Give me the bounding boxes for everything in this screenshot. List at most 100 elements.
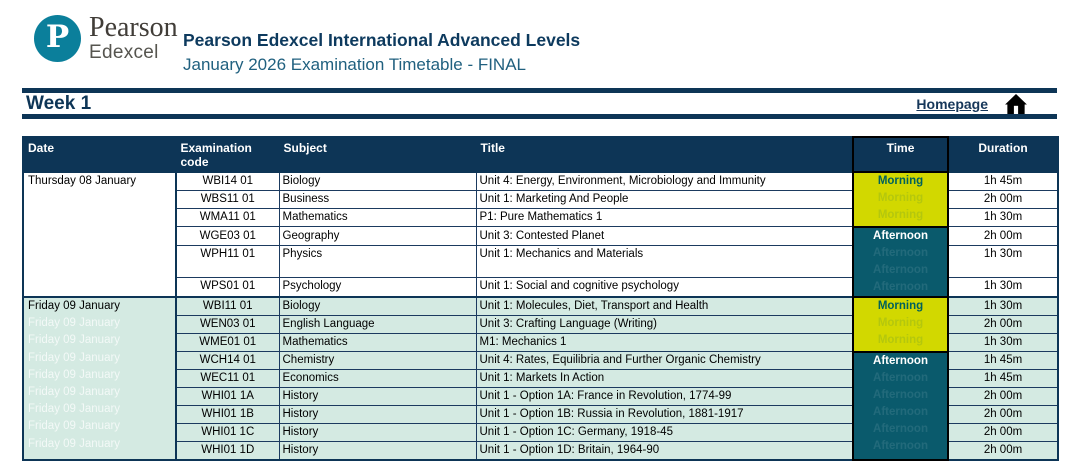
- subject-cell: Physics: [278, 245, 477, 278]
- subject-cell: Chemistry: [278, 351, 477, 371]
- code-cell: WCH14 01: [175, 351, 280, 371]
- date-cell: Friday 09 January Friday 09 January Frid…: [22, 296, 177, 461]
- title-cell: P1: Pure Mathematics 1: [475, 208, 854, 227]
- time-label: Morning: [877, 300, 924, 313]
- time-cell-afternoon: Afternoon Afternoon Afternoon Afternoon …: [852, 350, 949, 461]
- title-cell: Unit 1: Mechanics and Materials: [475, 245, 854, 278]
- title-cell: Unit 4: Rates, Equilibria and Further Or…: [475, 351, 854, 371]
- title-cell: Unit 1 - Option 1D: Britain, 1964-90: [475, 441, 854, 461]
- homepage-link[interactable]: Homepage: [916, 95, 988, 112]
- column-header-date: Date: [22, 136, 177, 173]
- code-cell: WBS11 01: [175, 190, 280, 209]
- subject-cell: Geography: [278, 225, 477, 247]
- column-header-duration: Duration: [947, 136, 1059, 173]
- table-row: WME01 01 Mathematics M1: Mechanics 1 1h …: [23, 333, 1059, 353]
- page-subtitle: January 2026 Examination Timetable - FIN…: [183, 55, 527, 74]
- table-row: WBS11 01 Business Unit 1: Marketing And …: [23, 190, 1059, 209]
- edexcel-wordmark: Edexcel: [89, 42, 159, 63]
- duration-cell: 1h 30m: [947, 208, 1059, 227]
- table-row: WPS01 01 Psychology Unit 1: Social and c…: [23, 276, 1059, 298]
- duration-cell: 2h 00m: [947, 441, 1059, 461]
- subject-cell: Mathematics: [278, 208, 477, 227]
- code-cell: WHI01 1D: [175, 441, 280, 461]
- subject-cell: History: [278, 441, 477, 461]
- table-row: Thursday 08 January Thursday 08 January …: [22, 170, 1059, 298]
- column-header-title: Title: [475, 136, 854, 173]
- code-cell: WGE03 01: [175, 225, 280, 247]
- subject-cell: Economics: [278, 369, 477, 389]
- title-cell: Unit 1 - Option 1A: France in Revolution…: [475, 387, 854, 407]
- table-row: WEC11 01 Economics Unit 1: Markets In Ac…: [23, 369, 1059, 389]
- code-cell: WHI01 1B: [175, 405, 280, 425]
- exam-table: Date Examination code Subject Title Time…: [22, 136, 1059, 461]
- subject-cell: History: [278, 405, 477, 425]
- divider-bar-bottom: [22, 114, 1057, 119]
- duration-cell: 2h 00m: [947, 190, 1059, 209]
- code-cell: WEC11 01: [175, 369, 280, 389]
- code-cell: WPS01 01: [175, 276, 280, 298]
- title-cell: Unit 3: Crafting Language (Writing): [475, 315, 854, 335]
- time-cell-afternoon: Afternoon Afternoon Afternoon Afternoon: [852, 225, 949, 299]
- code-cell: WBI14 01: [175, 171, 280, 191]
- code-cell: WPH11 01: [175, 245, 280, 278]
- table-row: WEN03 01 English Language Unit 3: Crafti…: [23, 315, 1059, 335]
- title-cell: Unit 1: Molecules, Diet, Transport and H…: [475, 296, 854, 317]
- duration-cell: 2h 00m: [947, 225, 1059, 247]
- home-icon[interactable]: [1005, 93, 1027, 114]
- duration-cell: 1h 45m: [947, 351, 1059, 371]
- table-header-row: Date Examination code Subject Title Time…: [22, 136, 1059, 173]
- duration-cell: 1h 45m: [947, 171, 1059, 191]
- title-cell: Unit 1: Markets In Action: [475, 369, 854, 389]
- duration-cell: 2h 00m: [947, 405, 1059, 425]
- duration-cell: 1h 30m: [947, 296, 1059, 317]
- date-label: Thursday 08 January: [28, 175, 137, 187]
- code-cell: WEN03 01: [175, 315, 280, 335]
- duration-cell: 1h 45m: [947, 369, 1059, 389]
- column-header-subject: Subject: [278, 136, 477, 173]
- page-title: Pearson Edexcel International Advanced L…: [183, 30, 581, 50]
- title-cell: Unit 4: Energy, Environment, Microbiolog…: [475, 171, 854, 191]
- subject-cell: Business: [278, 190, 477, 209]
- code-cell: WBI11 01: [175, 296, 280, 317]
- duration-cell: 1h 30m: [947, 276, 1059, 298]
- column-header-examination-code: Examination code: [175, 136, 280, 173]
- code-cell: WHI01 1A: [175, 387, 280, 407]
- time-cell-morning: Morning Morning Morning: [852, 296, 949, 353]
- title-cell: Unit 1 - Option 1C: Germany, 1918-45: [475, 423, 854, 443]
- divider-bar-top: [22, 88, 1057, 93]
- week-bar: Week 1 Homepage: [22, 88, 1057, 119]
- week-title: Week 1: [26, 93, 92, 114]
- title-cell: Unit 1 - Option 1B: Russia in Revolution…: [475, 405, 854, 425]
- table-row: WHI01 1B History Unit 1 - Option 1B: Rus…: [23, 405, 1059, 425]
- pearson-logo-icon: P: [34, 15, 81, 62]
- pearson-wordmark: Pearson: [89, 12, 178, 43]
- pearson-logo: P Pearson Edexcel: [34, 13, 178, 64]
- subject-cell: History: [278, 423, 477, 443]
- code-cell: WMA11 01: [175, 208, 280, 227]
- time-cell-morning: Morning Morning Morning: [852, 171, 949, 228]
- table-row: WCH14 01 Chemistry Unit 4: Rates, Equili…: [23, 350, 1059, 461]
- table-row: WPH11 01 Physics Unit 1: Mechanics and M…: [23, 245, 1059, 278]
- time-label: Afternoon: [873, 229, 928, 242]
- subject-cell: Psychology: [278, 276, 477, 298]
- table-row: Friday 09 January Friday 09 January Frid…: [22, 296, 1059, 461]
- homepage-group: Homepage: [916, 93, 1027, 114]
- code-cell: WME01 01: [175, 333, 280, 353]
- subject-cell: Mathematics: [278, 333, 477, 353]
- subject-cell: English Language: [278, 315, 477, 335]
- date-label: Friday 09 January: [28, 300, 121, 313]
- duration-cell: 2h 00m: [947, 315, 1059, 335]
- duration-cell: 2h 00m: [947, 387, 1059, 407]
- duration-cell: 1h 30m: [947, 245, 1059, 278]
- title-cell: Unit 1: Social and cognitive psychology: [475, 276, 854, 298]
- time-label: Morning: [877, 175, 924, 187]
- title-cell: Unit 1: Marketing And People: [475, 190, 854, 209]
- time-label: Afternoon: [873, 354, 928, 367]
- column-header-time: Time: [852, 136, 949, 173]
- subject-cell: History: [278, 387, 477, 407]
- page-header: P Pearson Edexcel Pearson Edexcel Intern…: [0, 0, 1080, 88]
- title-cell: M1: Mechanics 1: [475, 333, 854, 353]
- duration-cell: 1h 30m: [947, 333, 1059, 353]
- subject-cell: Biology: [278, 171, 477, 191]
